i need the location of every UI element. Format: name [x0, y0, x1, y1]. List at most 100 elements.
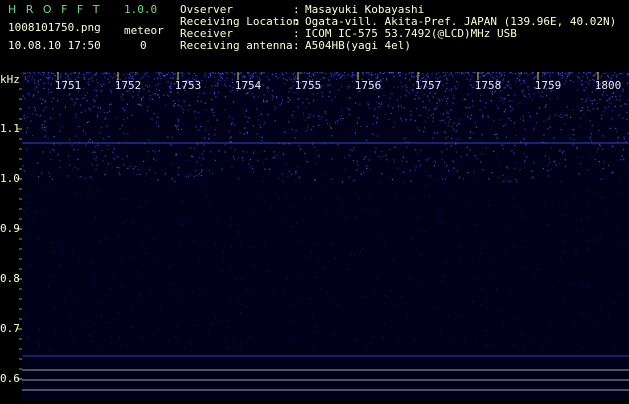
- noise-dot: [247, 132, 248, 133]
- noise-dot: [48, 89, 49, 90]
- noise-dot: [587, 204, 588, 205]
- noise-dot: [202, 153, 203, 154]
- noise-dot: [210, 151, 211, 152]
- noise-dot: [142, 338, 143, 339]
- noise-dot: [55, 332, 56, 333]
- noise-dot: [314, 244, 315, 245]
- noise-dot: [224, 84, 225, 85]
- noise-dot: [84, 178, 85, 179]
- noise-dot: [173, 293, 174, 294]
- noise-dot: [241, 72, 242, 73]
- noise-dot: [369, 159, 370, 160]
- noise-dot: [24, 171, 25, 172]
- noise-dot: [98, 107, 99, 108]
- meteor-label: meteor: [124, 24, 164, 37]
- noise-dot: [627, 119, 628, 120]
- noise-dot: [515, 73, 516, 74]
- noise-dot: [54, 136, 55, 137]
- noise-dot: [261, 195, 262, 196]
- noise-dot: [362, 72, 363, 73]
- noise-dot: [158, 126, 159, 127]
- noise-dot: [354, 74, 355, 75]
- noise-dot: [345, 75, 346, 76]
- noise-dot: [623, 158, 624, 159]
- noise-dot: [127, 104, 128, 105]
- noise-dot: [457, 170, 458, 171]
- noise-dot: [397, 86, 398, 87]
- noise-dot: [475, 343, 476, 344]
- noise-dot: [349, 109, 350, 110]
- noise-dot: [232, 79, 233, 80]
- noise-dot: [147, 106, 148, 107]
- noise-dot: [612, 110, 613, 111]
- noise-dot: [94, 274, 95, 275]
- noise-dot: [606, 73, 607, 74]
- noise-dot: [578, 77, 579, 78]
- noise-dot: [336, 72, 337, 73]
- noise-dot: [497, 177, 498, 178]
- noise-dot: [149, 169, 150, 170]
- noise-dot: [280, 104, 281, 105]
- noise-dot: [34, 79, 35, 80]
- noise-dot: [492, 345, 493, 346]
- noise-dot: [178, 121, 179, 122]
- noise-dot: [100, 107, 101, 108]
- noise-dot: [432, 121, 433, 122]
- noise-dot: [412, 239, 413, 240]
- noise-dot: [480, 161, 481, 162]
- noise-dot: [312, 316, 313, 317]
- noise-dot: [237, 224, 238, 225]
- noise-dot: [204, 289, 205, 290]
- noise-dot: [155, 93, 156, 94]
- noise-dot: [473, 72, 474, 73]
- noise-dot: [401, 107, 402, 108]
- noise-dot: [420, 163, 421, 164]
- noise-dot: [506, 84, 507, 85]
- noise-dot: [546, 104, 547, 105]
- noise-dot: [112, 167, 113, 168]
- noise-dot: [385, 155, 386, 156]
- noise-dot: [29, 195, 30, 196]
- noise-dot: [413, 76, 414, 77]
- noise-dot: [480, 95, 481, 96]
- noise-dot: [549, 162, 550, 163]
- noise-dot: [39, 72, 40, 73]
- noise-dot: [504, 98, 505, 99]
- noise-dot: [587, 82, 588, 83]
- noise-dot: [519, 75, 520, 76]
- noise-dot: [70, 317, 71, 318]
- noise-dot: [141, 98, 142, 99]
- noise-dot: [168, 340, 169, 341]
- noise-dot: [97, 114, 98, 115]
- noise-dot: [516, 81, 517, 82]
- noise-dot: [523, 82, 524, 83]
- noise-dot: [50, 159, 51, 160]
- noise-dot: [334, 300, 335, 301]
- noise-dot: [275, 106, 276, 107]
- noise-dot: [454, 86, 455, 87]
- noise-dot: [92, 81, 93, 82]
- noise-dot: [168, 96, 169, 97]
- noise-dot: [322, 174, 323, 175]
- noise-dot: [587, 169, 588, 170]
- noise-dot: [580, 83, 581, 84]
- noise-dot: [243, 151, 244, 152]
- noise-dot: [514, 168, 515, 169]
- noise-dot: [337, 120, 338, 121]
- noise-dot: [25, 72, 26, 73]
- noise-dot: [263, 181, 264, 182]
- noise-dot: [599, 226, 600, 227]
- noise-dot: [603, 111, 604, 112]
- noise-dot: [620, 73, 621, 74]
- noise-dot: [109, 111, 110, 112]
- noise-dot: [122, 94, 123, 95]
- noise-dot: [224, 151, 225, 152]
- noise-dot: [406, 147, 407, 148]
- noise-dot: [545, 74, 546, 75]
- noise-dot: [418, 230, 419, 231]
- noise-dot: [100, 84, 101, 85]
- noise-dot: [512, 108, 513, 109]
- noise-dot: [446, 165, 447, 166]
- noise-dot: [150, 95, 151, 96]
- noise-dot: [341, 86, 342, 87]
